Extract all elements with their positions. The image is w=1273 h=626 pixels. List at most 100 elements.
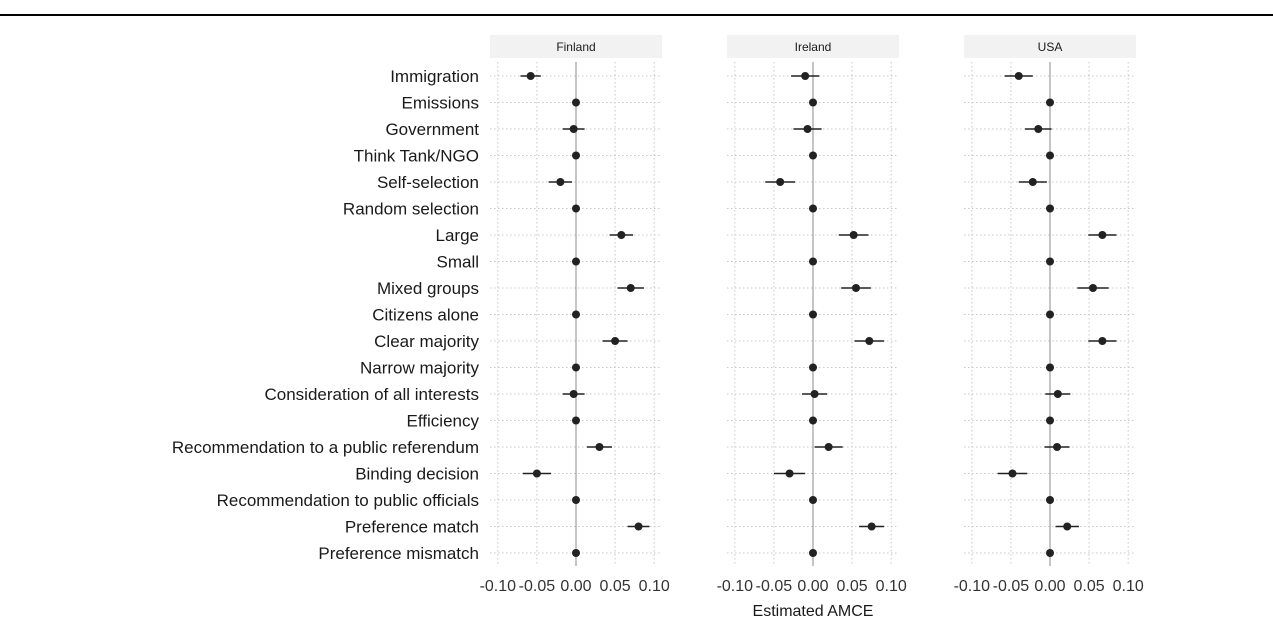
estimate-point [611, 337, 620, 345]
category-label: Efficiency [407, 412, 480, 431]
estimate-point [867, 522, 876, 531]
category-label: Immigration [390, 67, 479, 86]
category-label: Preference match [345, 518, 479, 537]
estimate-point [1046, 98, 1054, 107]
estimate-point [849, 231, 858, 239]
category-label: Recommendation to a public referendum [172, 438, 479, 457]
top-rule [0, 14, 1273, 16]
estimate-point [1034, 125, 1043, 133]
category-label: Small [436, 253, 479, 272]
estimate-point [634, 522, 643, 531]
x-tick-label: 0.00 [1034, 578, 1065, 595]
category-label: Large [436, 226, 479, 245]
estimate-point [852, 284, 860, 292]
estimate-point [626, 284, 635, 292]
estimate-point [809, 549, 817, 557]
x-tick-label: 0.10 [1113, 578, 1144, 595]
estimate-point [572, 496, 580, 504]
x-tick-label: -0.05 [993, 578, 1030, 595]
estimate-point [1063, 522, 1072, 531]
estimate-point [1046, 310, 1054, 319]
estimate-point [572, 98, 580, 107]
estimate-point [809, 204, 817, 213]
x-tick-label: -0.10 [480, 578, 517, 595]
estimate-point [572, 363, 580, 372]
estimate-point [1098, 337, 1107, 345]
estimate-point [572, 549, 580, 557]
estimate-point [1053, 390, 1062, 398]
estimate-point [572, 257, 580, 266]
estimate-point [803, 125, 812, 133]
x-tick-label: 0.10 [876, 578, 907, 595]
estimate-point [1046, 496, 1054, 504]
category-label: Mixed groups [377, 279, 479, 298]
estimate-point [865, 337, 874, 345]
category-label: Narrow majority [360, 359, 480, 378]
estimate-point [1046, 204, 1054, 213]
estimate-point [1053, 443, 1062, 451]
estimate-point [595, 443, 604, 451]
facet-title: Ireland [795, 40, 832, 54]
facet-title: Finland [556, 40, 595, 54]
category-label: Think Tank/NGO [354, 147, 479, 166]
x-tick-label: -0.05 [519, 578, 556, 595]
estimate-point [1028, 178, 1037, 186]
estimate-point [572, 151, 580, 160]
x-tick-label: -0.05 [756, 578, 793, 595]
x-tick-label: 0.00 [797, 578, 828, 595]
estimate-point [801, 72, 810, 80]
estimate-point [572, 310, 580, 319]
x-tick-label: 0.05 [600, 578, 631, 595]
x-tick-label: 0.00 [560, 578, 591, 595]
estimate-point [556, 178, 565, 186]
category-label: Consideration of all interests [264, 385, 479, 404]
category-label: Government [385, 120, 479, 139]
category-label: Clear majority [374, 332, 479, 351]
x-tick-label: -0.10 [954, 578, 991, 595]
estimate-point [809, 363, 817, 372]
estimate-point [1046, 549, 1054, 557]
category-label: Recommendation to public officials [217, 491, 479, 510]
estimate-point [809, 496, 817, 504]
x-tick-label: 0.05 [837, 578, 868, 595]
category-label: Citizens alone [372, 306, 479, 325]
estimate-point [526, 72, 535, 80]
estimate-point [1046, 363, 1054, 372]
x-tick-label: 0.05 [1074, 578, 1105, 595]
facet-strip [490, 35, 662, 58]
estimate-point [809, 257, 817, 266]
facet-title: USA [1038, 40, 1063, 54]
estimate-point [532, 469, 541, 478]
estimate-point [809, 310, 817, 319]
x-tick-label: -0.10 [717, 578, 754, 595]
estimate-point [1046, 257, 1054, 266]
estimate-point [809, 416, 817, 425]
estimate-point [617, 231, 626, 239]
estimate-point [810, 390, 819, 398]
category-label: Binding decision [355, 465, 479, 484]
category-label: Random selection [343, 200, 479, 219]
estimate-point [572, 204, 580, 213]
estimate-point [1014, 72, 1023, 80]
facet-strip [964, 35, 1136, 58]
estimate-point [1098, 231, 1107, 239]
x-tick-label: 0.10 [639, 578, 670, 595]
facet-strip [727, 35, 899, 58]
estimate-point [776, 178, 785, 186]
category-label: Self-selection [377, 173, 479, 192]
estimate-point [1089, 284, 1097, 292]
category-label: Emissions [402, 94, 479, 113]
estimate-point [1046, 416, 1054, 425]
estimate-point [1008, 469, 1017, 478]
estimate-point [569, 125, 578, 133]
estimate-point [809, 98, 817, 107]
estimate-point [824, 443, 833, 451]
category-label: Preference mismatch [318, 544, 479, 563]
estimate-point [569, 390, 578, 398]
estimate-point [809, 151, 817, 160]
x-axis-title: Estimated AMCE [753, 603, 874, 620]
estimate-point [1046, 151, 1054, 160]
estimate-point [572, 416, 580, 425]
estimate-point [785, 469, 794, 478]
